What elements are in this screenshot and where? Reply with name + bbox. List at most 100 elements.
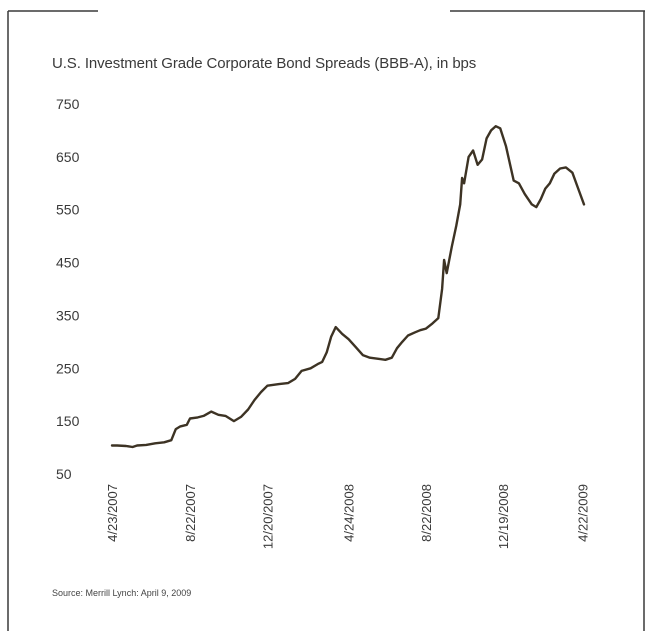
data-point: [369, 357, 371, 359]
data-point: [186, 424, 188, 426]
y-tick-label: 350: [56, 307, 80, 323]
data-point: [495, 125, 497, 127]
data-point: [565, 166, 567, 168]
data-point: [446, 272, 448, 274]
data-point: [531, 203, 533, 205]
data-point: [559, 167, 561, 170]
data-point: [132, 446, 134, 448]
data-point: [377, 358, 379, 360]
data-point: [330, 336, 332, 338]
data-point: [348, 338, 350, 340]
y-tick-label: 550: [56, 202, 80, 218]
x-tick-label: 4/22/2009: [576, 484, 591, 542]
y-tick-label: 650: [56, 149, 80, 165]
data-point: [577, 188, 579, 190]
y-tick-label: 50: [56, 466, 72, 482]
data-point: [317, 363, 319, 365]
data-point: [362, 354, 364, 356]
spread-series-line: [110, 125, 586, 449]
data-point: [486, 137, 488, 139]
data-point: [145, 444, 147, 446]
data-point: [396, 347, 398, 349]
data-point: [414, 331, 416, 333]
data-point: [583, 203, 585, 205]
y-tick-label: 150: [56, 413, 80, 429]
data-point: [355, 346, 357, 348]
data-point: [518, 182, 520, 184]
data-point: [553, 173, 555, 175]
data-point: [468, 156, 470, 158]
data-point: [189, 417, 191, 420]
y-axis: 750 650 550 450 350 250 150 50: [56, 96, 80, 482]
data-point: [463, 182, 465, 184]
data-point: [217, 414, 219, 416]
source-note: Source: Merrill Lynch: April 9, 2009: [52, 588, 192, 598]
chart-title: U.S. Investment Grade Corporate Bond Spr…: [52, 55, 477, 72]
y-tick-label: 250: [56, 360, 80, 376]
data-point: [233, 420, 235, 422]
data-point: [425, 328, 427, 330]
data-point: [247, 408, 249, 411]
data-point: [278, 383, 280, 385]
data-point: [154, 442, 156, 444]
data-point: [401, 341, 403, 343]
data-point: [111, 444, 113, 447]
data-point: [490, 129, 492, 131]
data-point: [472, 149, 474, 152]
x-tick-label: 12/19/2008: [496, 484, 511, 549]
data-point: [116, 444, 118, 447]
x-tick-label: 4/24/2008: [342, 484, 357, 542]
y-tick-label: 450: [56, 255, 80, 271]
data-point: [326, 351, 328, 353]
data-point: [419, 329, 421, 331]
data-point: [266, 385, 268, 387]
data-point: [451, 246, 453, 248]
x-axis: 4/23/2007 8/22/2007 12/20/2007 4/24/2008 8/2…: [105, 484, 591, 549]
data-point: [125, 445, 127, 447]
data-point: [505, 145, 507, 147]
x-tick-label: 8/22/2007: [183, 484, 198, 542]
data-point: [535, 206, 537, 208]
data-point: [170, 439, 172, 441]
data-point: [294, 378, 296, 380]
data-point: [179, 425, 181, 427]
y-tick-label: 750: [56, 96, 80, 112]
data-point: [240, 416, 242, 418]
data-point: [203, 415, 205, 417]
data-point: [461, 177, 463, 179]
data-point: [301, 370, 303, 372]
data-point: [459, 203, 461, 205]
data-point: [407, 334, 409, 337]
plot-area: [110, 125, 586, 449]
data-point: [443, 259, 445, 261]
data-point: [455, 225, 457, 227]
data-point: [260, 391, 262, 393]
data-point: [335, 326, 337, 328]
data-point: [341, 333, 343, 335]
data-point: [571, 172, 574, 174]
x-tick-label: 8/22/2008: [419, 484, 434, 542]
data-point: [163, 441, 165, 443]
data-point: [210, 411, 212, 413]
data-point: [477, 164, 479, 166]
x-tick-label: 4/23/2007: [105, 484, 120, 542]
data-point: [549, 182, 551, 184]
data-point: [481, 158, 483, 161]
data-point: [431, 322, 434, 324]
data-point: [253, 399, 256, 401]
data-point: [136, 444, 138, 447]
data-point: [437, 317, 439, 319]
data-point: [524, 193, 526, 195]
data-point: [544, 188, 546, 190]
data-point: [391, 357, 393, 359]
data-point: [321, 361, 323, 363]
data-point: [540, 198, 542, 200]
data-point: [513, 180, 515, 182]
data-point: [175, 428, 177, 430]
x-tick-label: 12/20/2007: [260, 484, 275, 549]
data-point: [287, 382, 289, 384]
data-point: [499, 127, 501, 129]
data-point: [384, 359, 386, 361]
